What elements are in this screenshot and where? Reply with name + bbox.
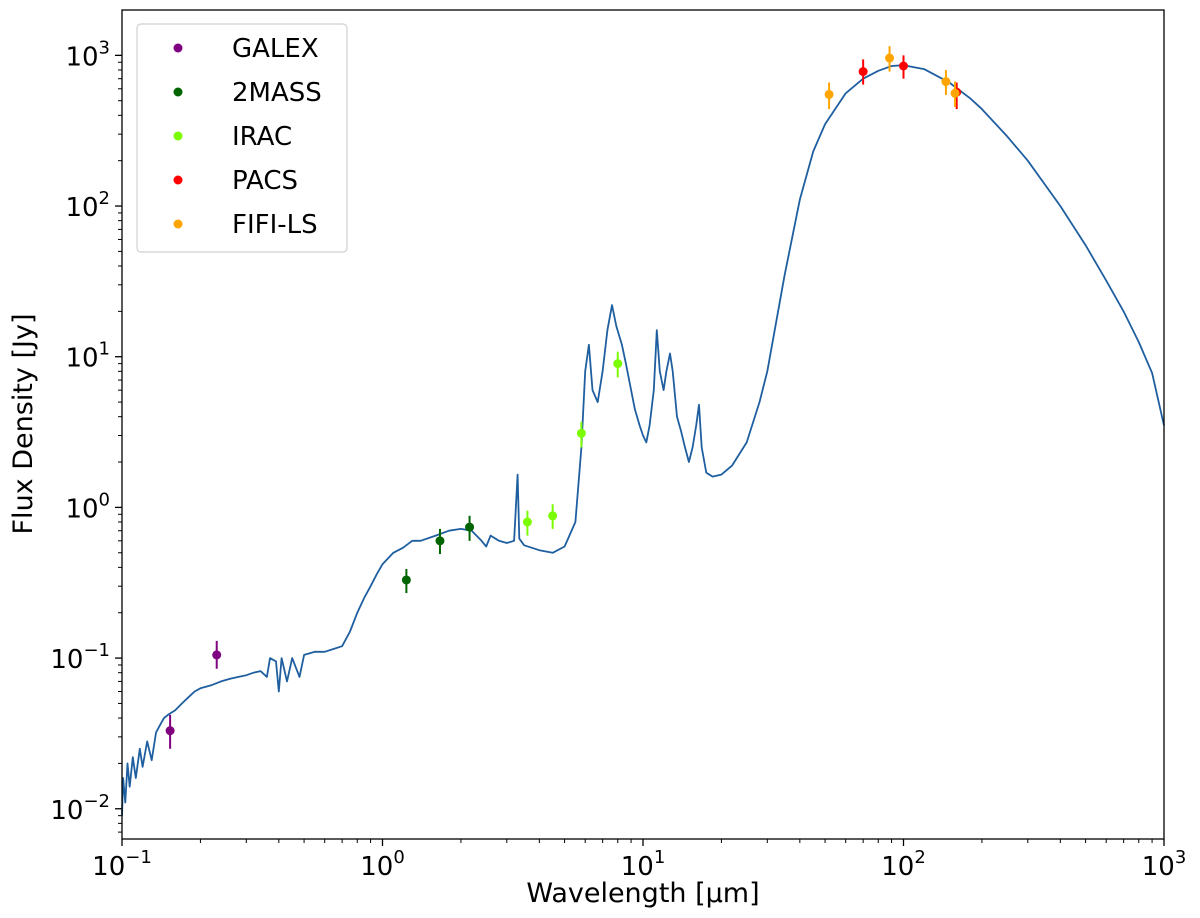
legend: GALEX 2MASS IRAC PACS FIFI-LS	[136, 23, 348, 253]
2mass-data-point	[465, 522, 475, 532]
legend-marker-pacs	[173, 175, 183, 185]
photometry-points-layer	[165, 46, 962, 749]
pacs-data-point	[899, 61, 908, 71]
y-tick-label: 101	[65, 339, 110, 374]
irac-data-point	[613, 359, 623, 369]
legend-marker-galex	[173, 43, 183, 53]
irac-data-point	[522, 517, 532, 527]
y-tick-label: 10−1	[50, 640, 110, 675]
fifi-ls-data-point	[950, 88, 960, 98]
galex-data-point	[165, 726, 175, 736]
x-tick-label: 101	[621, 847, 666, 882]
y-tick-label: 100	[65, 489, 110, 524]
pacs-data-point	[858, 67, 868, 77]
x-tick-label: 10−1	[92, 847, 152, 882]
legend-label-galex: GALEX	[232, 34, 319, 64]
legend-label-fifi-ls: FIFI-LS	[232, 210, 318, 240]
x-tick-label: 102	[881, 847, 926, 882]
fifi-ls-data-point	[885, 53, 895, 63]
legend-marker-2mass	[173, 87, 183, 97]
galex-data-point	[212, 650, 222, 660]
legend-frame	[136, 23, 348, 253]
y-tick-label: 10−2	[50, 791, 110, 826]
legend-label-pacs: PACS	[232, 166, 298, 196]
x-tick-label: 100	[360, 847, 405, 882]
x-axis-title: Wavelength [μm]	[526, 878, 759, 909]
legend-label-2mass: 2MASS	[232, 78, 322, 108]
irac-data-point	[576, 428, 586, 438]
major-ticks	[115, 54, 1165, 846]
y-tick-label: 103	[65, 37, 110, 72]
fifi-ls-data-point	[824, 89, 834, 99]
model-sed-curve	[121, 64, 1165, 816]
legend-label-irac: IRAC	[232, 122, 292, 152]
tick-labels: 10−1 100 101 102 103 10−2 10−1 100 101 102 103	[50, 37, 1186, 882]
fifi-ls-data-point	[941, 77, 951, 87]
2mass-data-point	[435, 536, 445, 546]
y-tick-label: 102	[65, 188, 110, 223]
plot-frame	[121, 9, 1165, 840]
irac-data-point	[548, 511, 558, 521]
model-curve-layer	[121, 64, 1165, 816]
legend-marker-irac	[173, 131, 183, 141]
2mass-data-point	[401, 575, 411, 585]
x-tick-label: 103	[1142, 847, 1187, 882]
y-axis-title: Flux Density [Jy]	[8, 314, 39, 535]
legend-marker-fifi-ls	[173, 219, 183, 229]
